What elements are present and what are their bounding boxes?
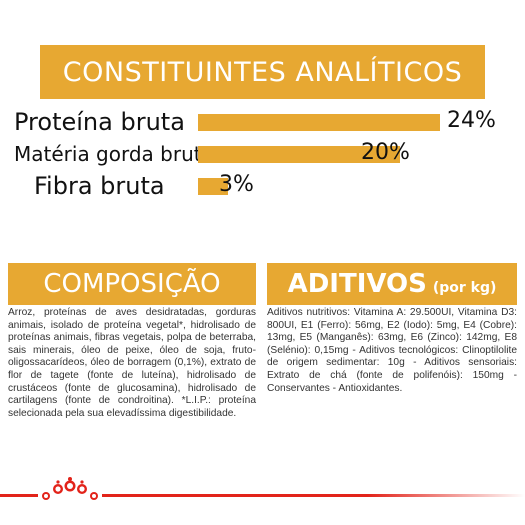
nutrient-bar: [198, 146, 400, 163]
nutrient-label: Fibra bruta: [34, 172, 165, 200]
analytics-header: CONSTITUINTES ANALÍTICOS: [40, 45, 485, 99]
additives-title-wrap: ADITIVOS (por kg): [288, 269, 497, 299]
additives-text: Aditivos nutritivos: Vitamina A: 29.500U…: [267, 307, 517, 394]
composition-header: COMPOSIÇÃO: [8, 263, 256, 305]
nutrient-value: 24%: [447, 108, 496, 133]
additives-title-suffix: (por kg): [432, 280, 497, 296]
nutrient-row-protein: Proteína bruta 24%: [0, 108, 525, 138]
additives-header: ADITIVOS (por kg): [267, 263, 517, 305]
nutrient-row-fat: Matéria gorda bruta 20%: [0, 140, 525, 170]
composition-text: Arroz, proteínas de aves desidratadas, g…: [8, 307, 256, 419]
composition-title: COMPOSIÇÃO: [43, 269, 221, 299]
nutrient-row-fiber: Fibra bruta 3%: [0, 172, 525, 202]
nutrient-label: Matéria gorda bruta: [14, 142, 214, 166]
royal-canin-crown-icon: [38, 476, 102, 506]
nutrient-bar: [198, 114, 440, 131]
footer-line: [0, 494, 525, 497]
nutrient-value: 20%: [361, 140, 410, 165]
nutrient-value: 3%: [219, 172, 254, 197]
analytics-title: CONSTITUINTES ANALÍTICOS: [62, 56, 463, 88]
additives-title: ADITIVOS: [287, 269, 427, 299]
nutrient-label: Proteína bruta: [14, 108, 185, 136]
nutrient-bar: [198, 178, 228, 195]
